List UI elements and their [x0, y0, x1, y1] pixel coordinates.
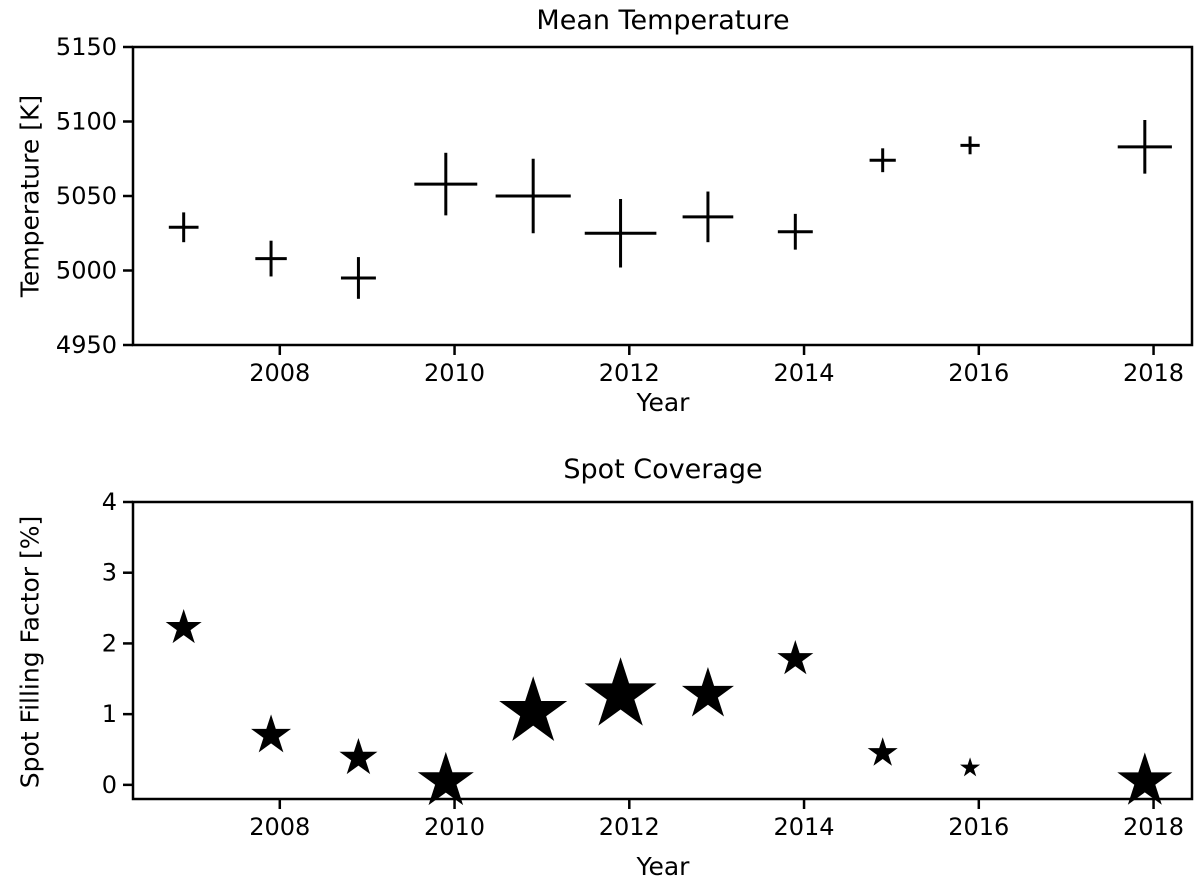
x-tick-label: 2012 — [599, 359, 660, 387]
star-marker — [165, 608, 202, 644]
y-tick-label: 5150 — [56, 33, 117, 61]
y-tick-label: 1 — [102, 700, 117, 728]
star-marker — [681, 667, 734, 717]
plot-frame — [131, 500, 1194, 801]
bottom-chart-title: Spot Coverage — [563, 454, 763, 485]
x-tick-label: 2010 — [424, 359, 485, 387]
y-tick-label: 5000 — [56, 257, 117, 285]
bottom-chart-y-axis-label: Spot Filling Factor [%] — [15, 515, 45, 789]
x-tick-label: 2016 — [948, 359, 1009, 387]
x-tick-label: 2008 — [249, 359, 310, 387]
star-marker — [960, 757, 981, 777]
y-tick-label: 3 — [102, 559, 117, 587]
x-tick-label: 2018 — [1123, 359, 1184, 387]
y-tick-label: 0 — [102, 771, 117, 799]
star-marker — [777, 640, 814, 675]
star-marker — [417, 751, 474, 806]
bottom-chart-x-axis-label: Year — [636, 852, 690, 881]
top-chart-y-axis-label: Temperature [K] — [15, 94, 45, 298]
y-tick-label: 4 — [102, 488, 117, 516]
star-marker — [867, 737, 898, 766]
x-tick-label: 2016 — [948, 813, 1009, 841]
star-marker — [1117, 752, 1173, 805]
x-tick-label: 2014 — [774, 813, 835, 841]
x-tick-label: 2012 — [599, 813, 660, 841]
star-marker — [499, 676, 568, 741]
x-tick-label: 2014 — [774, 359, 835, 387]
x-tick-label: 2018 — [1123, 813, 1184, 841]
top-chart-title: Mean Temperature — [536, 5, 790, 36]
star-marker — [584, 657, 657, 726]
y-tick-label: 2 — [102, 629, 117, 657]
top-chart-x-axis-label: Year — [636, 388, 690, 417]
plot-frame — [131, 45, 1194, 347]
star-marker — [251, 714, 292, 753]
x-tick-label: 2010 — [424, 813, 485, 841]
x-tick-label: 2008 — [249, 813, 310, 841]
y-tick-label: 4950 — [56, 331, 117, 359]
y-tick-label: 5100 — [56, 108, 117, 136]
y-tick-label: 5050 — [56, 182, 117, 210]
star-marker — [339, 738, 378, 775]
